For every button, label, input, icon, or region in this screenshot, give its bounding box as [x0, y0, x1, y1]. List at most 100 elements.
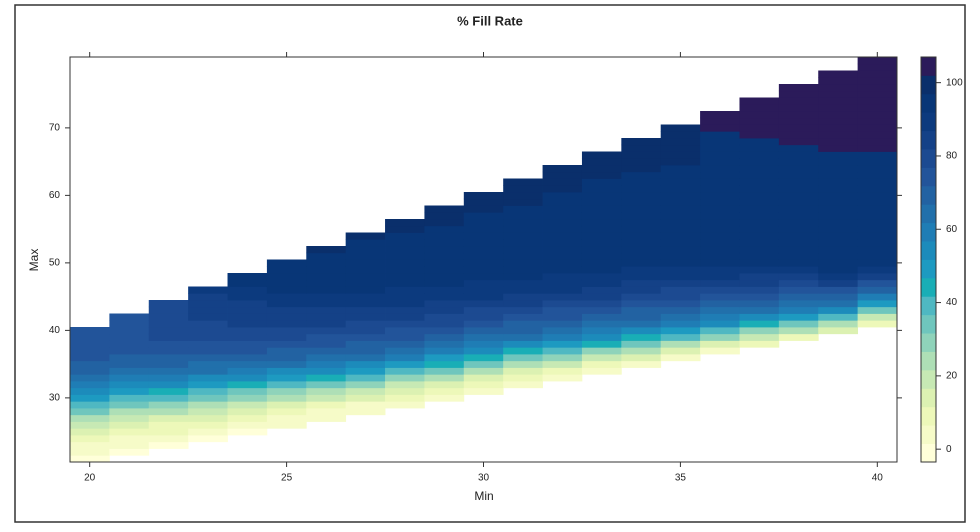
cell: [542, 293, 583, 301]
cell: [581, 347, 622, 355]
cell: [700, 252, 740, 260]
cell: [700, 259, 740, 267]
cell: [345, 246, 386, 254]
cell: [818, 97, 859, 105]
cell: [227, 327, 268, 335]
cell: [463, 347, 504, 355]
cell: [700, 279, 740, 287]
cell: [306, 286, 347, 294]
cell: [188, 327, 228, 335]
cell: [385, 367, 425, 375]
cell: [621, 192, 662, 200]
cell: [424, 273, 465, 281]
cell: [503, 327, 543, 335]
cell: [70, 367, 110, 375]
cell: [660, 333, 701, 341]
color-band: [921, 406, 936, 426]
cell: [424, 333, 465, 341]
cell: [424, 300, 465, 308]
cell: [463, 259, 504, 267]
cell: [660, 340, 701, 348]
cell: [581, 225, 622, 233]
cell: [778, 239, 819, 247]
cell: [148, 340, 189, 348]
color-band: [921, 443, 936, 463]
cell: [857, 246, 898, 254]
cell: [818, 111, 859, 119]
cell: [581, 219, 622, 227]
cell: [463, 327, 504, 335]
cell: [227, 381, 268, 389]
cell: [227, 414, 268, 422]
cell: [266, 300, 307, 308]
cell: [581, 340, 622, 348]
cell: [503, 225, 543, 233]
cell: [306, 306, 347, 314]
cell: [306, 367, 347, 375]
cell: [581, 266, 622, 274]
cell: [463, 320, 504, 328]
cell: [503, 266, 543, 274]
cell: [463, 360, 504, 368]
cell: [148, 441, 189, 449]
cell: [818, 259, 859, 267]
cell: [70, 381, 110, 389]
cell: [818, 293, 859, 301]
cell: [148, 360, 189, 368]
cell: [109, 320, 150, 328]
cell: [857, 70, 898, 78]
cell: [739, 219, 780, 227]
cell: [306, 340, 347, 348]
x-tick-label: 20: [84, 473, 96, 484]
cell: [778, 111, 819, 119]
cell: [739, 165, 780, 173]
color-band: [921, 185, 936, 205]
cell: [778, 219, 819, 227]
color-band: [921, 333, 936, 352]
cell: [700, 205, 740, 213]
cell: [463, 252, 504, 260]
cell: [188, 360, 228, 368]
y-tick-label: 40: [49, 325, 61, 336]
cell: [345, 340, 386, 348]
cell: [503, 374, 543, 382]
cell: [424, 327, 465, 335]
cell: [700, 219, 740, 227]
cell: [266, 333, 307, 341]
cell: [857, 266, 898, 274]
cell: [778, 212, 819, 220]
y-tick-label: 30: [49, 393, 61, 404]
cell: [818, 131, 859, 139]
cell: [266, 381, 307, 389]
cell: [227, 367, 268, 375]
cell: [621, 347, 662, 355]
cell: [109, 354, 150, 362]
cell: [148, 333, 189, 341]
cell: [109, 333, 150, 341]
cell: [385, 266, 425, 274]
cell: [778, 300, 819, 308]
cell: [818, 165, 859, 173]
cell: [424, 293, 465, 301]
cell: [385, 374, 425, 382]
cell: [739, 138, 780, 146]
cell: [266, 347, 307, 355]
cell: [739, 239, 780, 247]
cell: [306, 252, 347, 260]
cell: [188, 401, 228, 409]
cell: [463, 367, 504, 375]
cell: [778, 117, 819, 125]
cell: [148, 354, 189, 362]
cell: [739, 185, 780, 193]
cell: [503, 246, 543, 254]
cell: [739, 97, 780, 105]
cell: [227, 340, 268, 348]
cell: [385, 387, 425, 395]
cell: [266, 293, 307, 301]
cell: [542, 171, 583, 179]
cell: [621, 273, 662, 281]
cell: [700, 117, 740, 125]
cell: [818, 300, 859, 308]
cell: [778, 232, 819, 240]
cell: [581, 252, 622, 260]
